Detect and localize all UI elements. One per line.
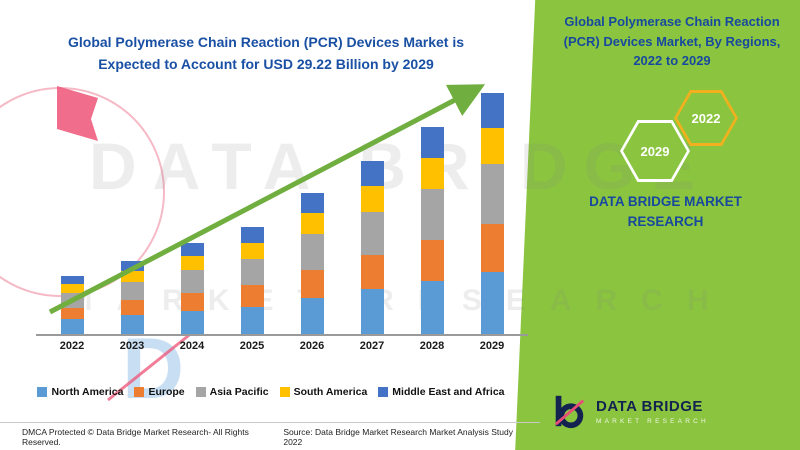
x-axis-label: 2024	[179, 340, 205, 352]
bar-segment	[480, 272, 504, 334]
stacked-bar-2022	[60, 276, 84, 334]
x-axis-label: 2022	[59, 340, 85, 352]
bar-segment	[240, 306, 264, 334]
bar-segment	[180, 243, 204, 257]
bar-segment	[480, 128, 504, 164]
dmca-notice: DMCA Protected © Data Bridge Market Rese…	[22, 427, 249, 447]
side-panel-title: Global Polymerase Chain Reaction (PCR) D…	[563, 14, 781, 68]
bar-segment	[420, 127, 444, 158]
footer: DMCA Protected © Data Bridge Market Rese…	[0, 422, 540, 447]
legend-label: Asia Pacific	[209, 386, 269, 398]
stacked-bar-2027	[360, 160, 384, 334]
legend-label: Europe	[148, 386, 185, 398]
stacked-bar-2026	[300, 192, 324, 334]
bar-segment	[120, 260, 144, 272]
bar-segment	[300, 192, 324, 214]
bar-segment	[420, 188, 444, 240]
stacked-bar-2028	[420, 127, 444, 334]
legend-item: Middle East and Africa	[378, 386, 505, 398]
bar-segment	[360, 289, 384, 334]
bar-chart: 2022 2023 2024 2025 2026 2027 2028 2029	[36, 84, 528, 362]
bar-segment	[300, 234, 324, 270]
bar-segment	[480, 224, 504, 272]
watermark-logo-d: D	[122, 321, 184, 417]
bar-segment	[60, 284, 84, 294]
brand-wordmark: DATA BRIDGE MARKET RESEARCH	[589, 194, 742, 229]
x-axis: 2022 2023 2024 2025 2026 2027 2028 2029	[36, 340, 528, 352]
bar-segment	[360, 211, 384, 255]
bar-segment	[60, 319, 84, 334]
bar-segment	[360, 186, 384, 212]
chart-title: Global Polymerase Chain Reaction (PCR) D…	[67, 34, 465, 72]
legend-swatch	[279, 387, 290, 397]
bar-segment	[300, 297, 324, 334]
company-logo: DATA BRIDGE MARKET RESEARCH	[550, 392, 709, 430]
bar-segment	[420, 239, 444, 282]
legend-swatch	[37, 387, 48, 397]
bar-segment	[480, 163, 504, 225]
source-note: Source: Data Bridge Market Research Mark…	[283, 427, 513, 447]
bar-segment	[420, 157, 444, 189]
bar-segment	[60, 293, 84, 308]
bar-segment	[180, 256, 204, 271]
hexagon-year-label: 2022	[691, 110, 721, 126]
legend-swatch	[195, 387, 206, 397]
bar-segment	[120, 281, 144, 301]
x-axis-label: 2026	[299, 340, 325, 352]
plot-area	[36, 86, 528, 336]
x-axis-label: 2023	[119, 340, 145, 352]
bar-segment	[180, 270, 204, 293]
bar-segment	[240, 227, 264, 244]
hexagon-year-label: 2029	[640, 143, 670, 159]
legend-swatch	[134, 387, 145, 397]
legend-item: South America	[279, 386, 368, 398]
x-axis-label: 2028	[419, 340, 445, 352]
legend-item: North America	[37, 386, 123, 398]
bar-segment	[120, 315, 144, 334]
bar-segment	[300, 213, 324, 235]
legend-item: Asia Pacific	[195, 386, 269, 398]
stacked-bar-2025	[240, 227, 264, 334]
bar-segment	[360, 160, 384, 187]
bar-segment	[60, 307, 84, 320]
x-axis-label: 2025	[239, 340, 265, 352]
bar-segment	[240, 243, 264, 259]
bar-segment	[120, 300, 144, 315]
hexagon-fill	[623, 123, 687, 179]
bar-segment	[180, 292, 204, 311]
bar-segment	[420, 281, 444, 334]
bar-segment	[360, 254, 384, 290]
legend-swatch	[378, 387, 389, 397]
stacked-bar-2029	[480, 92, 504, 334]
stacked-bar-2024	[180, 243, 204, 334]
x-axis-label: 2029	[479, 340, 505, 352]
stacked-bar-2023	[120, 260, 144, 334]
chart-legend: North America Europe Asia Pacific South Ame…	[0, 386, 542, 398]
pink-diagonal-line	[107, 326, 199, 402]
bar-segment	[480, 92, 504, 129]
bar-segment	[240, 285, 264, 307]
hexagon-badge-2022: 2022	[674, 90, 738, 146]
bar-segment	[300, 269, 324, 298]
legend-item: Europe	[134, 386, 185, 398]
bar-segment	[120, 271, 144, 282]
bar-segment	[180, 310, 204, 334]
legend-label: North America	[51, 386, 124, 398]
hexagon-badge-2029: 2029	[620, 120, 690, 182]
legend-label: Middle East and Africa	[392, 386, 505, 398]
data-bridge-logo-icon	[554, 395, 585, 429]
legend-label: South America	[293, 386, 368, 398]
bar-segment	[240, 258, 264, 286]
bar-segment	[60, 276, 84, 285]
hexagon-fill	[677, 93, 735, 143]
logo-name: DATA BRIDGE	[596, 397, 703, 415]
logo-text: DATA BRIDGE MARKET RESEARCH	[596, 398, 709, 425]
x-axis-label: 2027	[359, 340, 385, 352]
logo-subtitle: MARKET RESEARCH	[596, 417, 709, 425]
